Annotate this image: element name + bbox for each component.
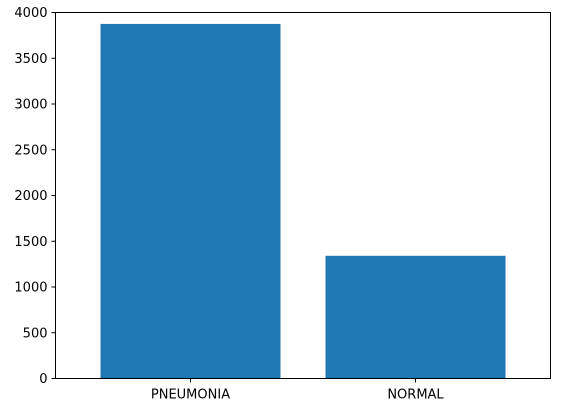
- y-tick-label: 3000: [14, 98, 47, 113]
- bar-normal: [325, 255, 506, 379]
- x-axis: PNEUMONIA NORMAL: [151, 378, 444, 403]
- y-tick-label: 4000: [14, 6, 47, 21]
- y-tick-label: 2000: [14, 189, 47, 204]
- bar-pneumonia: [100, 23, 281, 379]
- x-tick-label: PNEUMONIA: [151, 388, 230, 403]
- y-tick-label: 1000: [14, 281, 47, 296]
- y-tick-label: 500: [23, 326, 48, 341]
- y-tick-label: 1500: [14, 235, 47, 250]
- y-tick-label: 3500: [14, 52, 47, 67]
- bars-group: [100, 23, 506, 379]
- y-tick-label: 0: [39, 372, 47, 387]
- x-tick-label: NORMAL: [387, 388, 444, 403]
- y-axis: 0 500 1000 1500 2000 2500 3000 3500 4000: [14, 6, 56, 387]
- y-tick-label: 2500: [14, 143, 47, 158]
